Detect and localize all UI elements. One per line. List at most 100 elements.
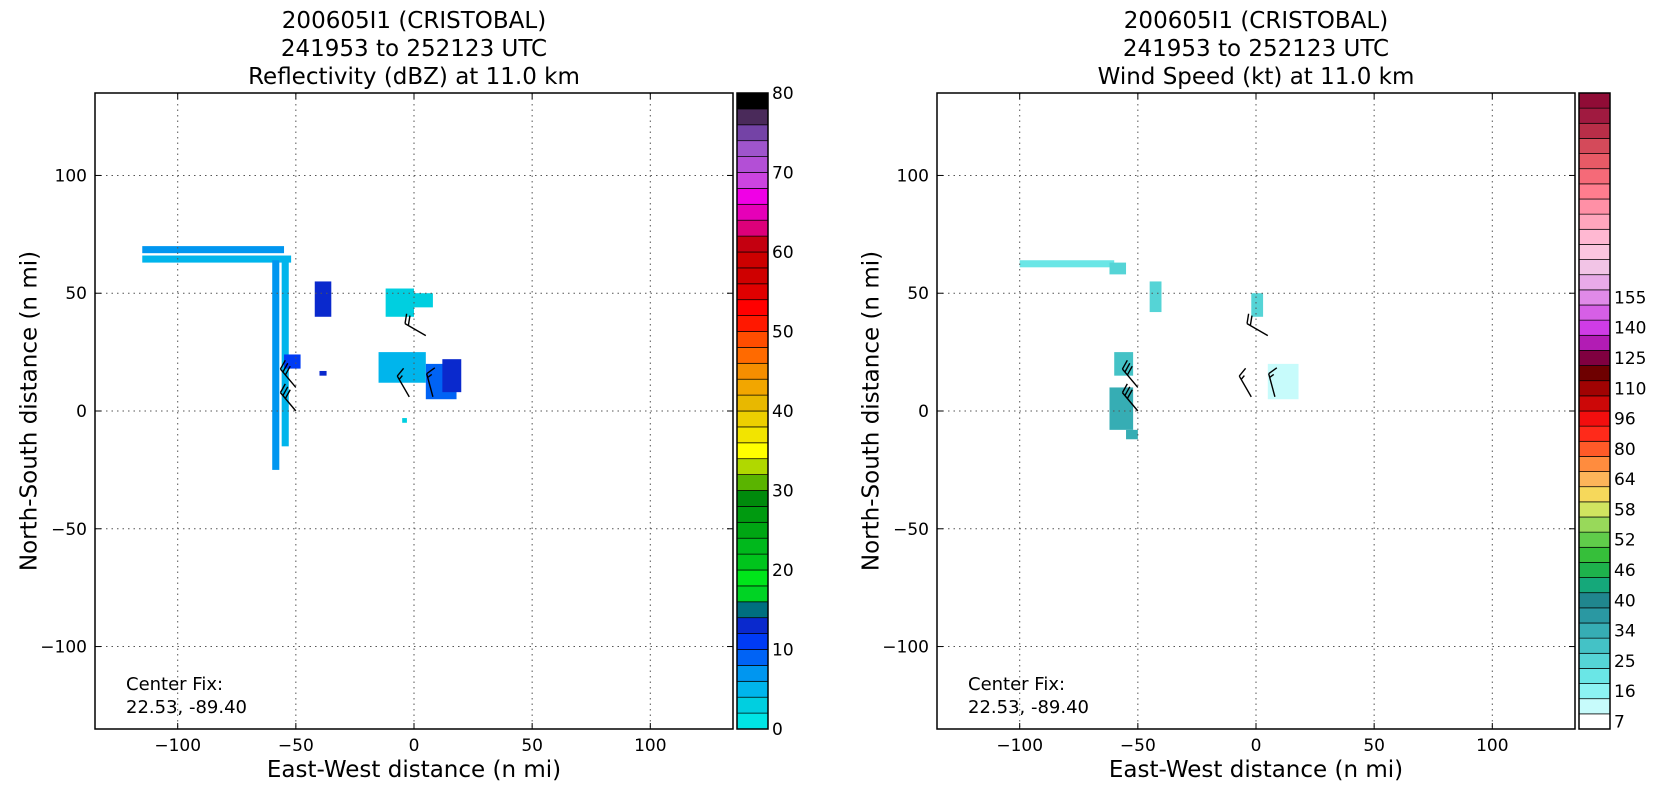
wind-barb-flag <box>1126 389 1133 399</box>
chart-title-line: Wind Speed (kt) at 11.0 km <box>1098 64 1415 90</box>
colorbar-segment <box>736 378 769 396</box>
colorbar-segment <box>736 188 769 205</box>
echo-cell <box>402 418 407 423</box>
center-fix-annotation: 22.53, -89.40 <box>126 697 247 718</box>
colorbar-segment <box>1578 531 1611 548</box>
colorbar-segment <box>1578 395 1611 412</box>
colorbar-segment <box>1578 350 1611 366</box>
wind-barb <box>396 367 410 398</box>
colorbar-segment <box>736 601 769 619</box>
wind-barb-flag <box>407 315 411 326</box>
wind-barb-shaft <box>1238 375 1252 398</box>
colorbar-segment <box>1578 562 1611 578</box>
wind-barb-flag <box>1238 367 1247 377</box>
wind-barb <box>404 313 427 337</box>
colorbar-segment <box>1578 501 1611 518</box>
colorbar-tick-label: 110 <box>1614 379 1646 399</box>
wind-barb-flag <box>1121 359 1128 370</box>
colorbar-tick-label: 40 <box>1614 591 1636 611</box>
wind-barb-flag <box>1268 367 1278 375</box>
wind-barb-flag <box>1124 386 1131 396</box>
colorbar-segment <box>1578 153 1611 170</box>
x-tick-label: 100 <box>1476 736 1508 756</box>
wind-barb <box>1121 383 1139 412</box>
colorbar-segment <box>1578 577 1611 594</box>
colorbar-segment <box>1578 622 1611 639</box>
colorbar-tick-label: 0 <box>772 720 783 740</box>
wind-barb <box>279 359 297 388</box>
colorbar-segment <box>1578 486 1611 503</box>
colorbar-tick-label: 20 <box>772 561 794 581</box>
colorbar-tick-label: 64 <box>1614 470 1636 490</box>
wind-barb-shaft <box>396 375 410 398</box>
colorbar-segment <box>1578 380 1611 397</box>
colorbar-segment <box>736 219 769 237</box>
colorbar-segment <box>736 553 769 571</box>
wind-barb-flag <box>282 386 289 396</box>
wind-barb-shaft <box>279 392 297 412</box>
colorbar-segment <box>736 108 769 126</box>
echo-cell <box>142 246 285 254</box>
x-tick-label: 50 <box>521 736 543 756</box>
wind-barb-shaft <box>1121 392 1139 412</box>
y-tick-label: 0 <box>918 402 929 422</box>
wind-barb-flag <box>284 389 291 399</box>
colorbar-segment <box>736 251 769 269</box>
colorbar-tick-label: 155 <box>1614 288 1646 308</box>
colorbar-segment <box>736 680 769 698</box>
colorbar-segment <box>736 442 769 460</box>
colorbar-segment <box>736 140 769 157</box>
colorbar-segment <box>1578 92 1611 109</box>
colorbar-tick-label: 96 <box>1614 410 1636 430</box>
wind-barb-flag <box>404 313 408 324</box>
colorbar-segment <box>736 537 769 555</box>
wind-barb-flag <box>396 367 405 377</box>
colorbar-segment <box>736 569 769 587</box>
colorbar-tick-label: 80 <box>772 84 794 104</box>
colorbar-segment <box>1578 546 1611 563</box>
chart-title-line: 200605I1 (CRISTOBAL) <box>282 8 546 34</box>
wind-barb-flag <box>427 373 433 378</box>
colorbar-segment <box>1578 425 1611 442</box>
chart-title-line: 241953 to 252123 UTC <box>281 36 547 62</box>
y-tick-label: 100 <box>897 166 929 186</box>
echo-cell <box>284 354 301 369</box>
echo-cell <box>1126 429 1138 440</box>
wind-barb <box>1121 359 1139 388</box>
chart-title-line: 200605I1 (CRISTOBAL) <box>1124 8 1388 34</box>
x-axis-label: East-West distance (n mi) <box>267 757 561 783</box>
colorbar-frame <box>736 92 769 730</box>
colorbar-segment <box>736 474 769 491</box>
colorbar-segment <box>736 172 769 189</box>
wind-barb-shaft <box>1121 368 1139 388</box>
colorbar-segment <box>736 633 769 650</box>
y-tick-label: −100 <box>40 638 87 658</box>
wind-barb-flag <box>1249 315 1253 326</box>
echo-cell <box>142 255 292 263</box>
colorbar-segment <box>1578 592 1611 609</box>
colorbar-segment <box>736 235 769 253</box>
colorbar-segment <box>736 521 769 539</box>
colorbar-segment <box>1578 228 1611 245</box>
colorbar-segment <box>1578 107 1611 124</box>
colorbar-segment <box>736 315 769 332</box>
echo-cell <box>414 293 433 308</box>
colorbar-segment <box>736 506 769 523</box>
colorbar-segment <box>1578 334 1611 351</box>
colorbar-tick-label: 70 <box>772 164 794 184</box>
wind-barb-flag <box>279 383 286 393</box>
echo-cell <box>319 370 327 376</box>
colorbar-tick-label: 125 <box>1614 349 1646 369</box>
colorbar-segment <box>1578 410 1611 427</box>
wind-barb-flag <box>398 375 403 380</box>
wind-barb-shaft <box>1246 323 1269 337</box>
x-tick-label: −50 <box>278 736 314 756</box>
colorbar-segment <box>736 649 769 666</box>
center-fix-annotation: 22.53, -89.40 <box>968 697 1089 718</box>
colorbar-segment <box>736 617 769 634</box>
colorbar-segment <box>1578 456 1611 472</box>
colorbar-segment <box>1578 183 1611 200</box>
wind-barb-flag <box>284 365 291 376</box>
wind-barb-flag <box>1269 373 1275 378</box>
